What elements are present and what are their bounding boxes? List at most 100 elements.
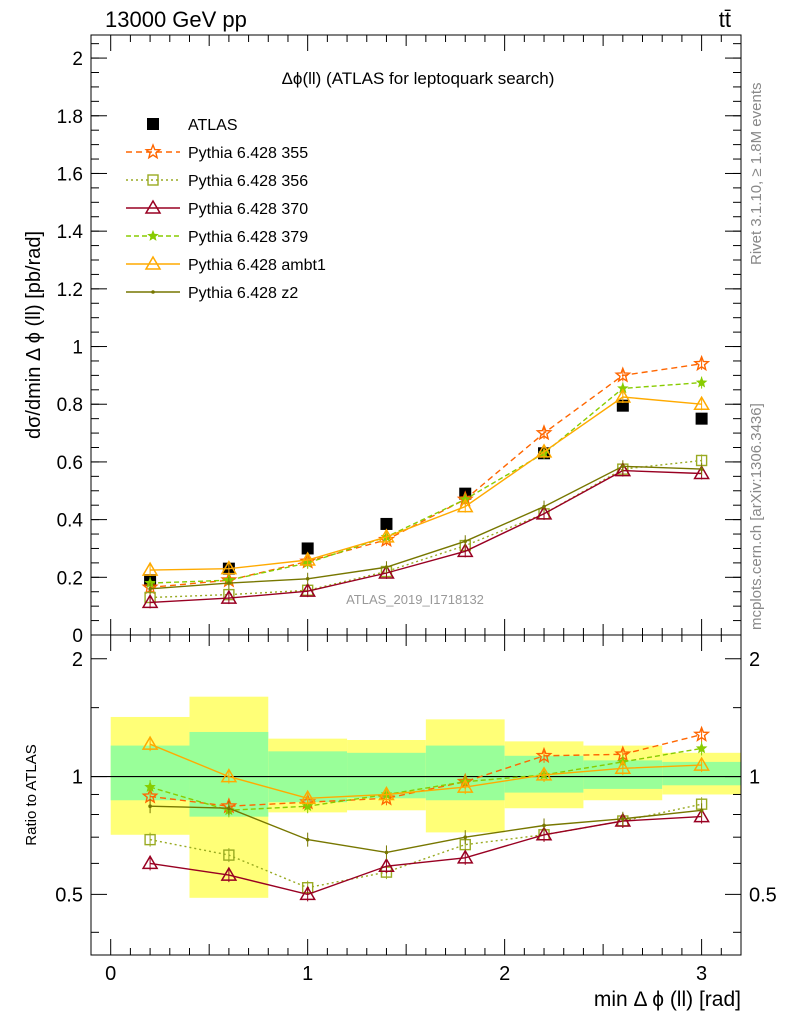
- ratio-point-pythia-6-428-370: [299, 885, 316, 901]
- ratio-point-pythia-6-428-z2: [621, 816, 625, 821]
- series-line-pythia-6-428-ambt1: [150, 396, 702, 571]
- ratio-y-axis-label: Ratio to ATLAS: [23, 744, 40, 845]
- data-point-pythia-6-428-z2: [384, 565, 389, 570]
- data-point-pythia-6-428-370: [299, 582, 316, 597]
- ratio-point-pythia-6-428-ambt1: [535, 766, 553, 781]
- ratio-point-pythia-6-428-ambt1: [299, 789, 316, 805]
- uncertainty-band-inner: [662, 761, 741, 786]
- ratio-point-pythia-6-428-z2: [305, 837, 310, 842]
- ratio-point-pythia-6-428-z2: [463, 835, 468, 839]
- ratio-line-pythia-6-428-379: [149, 747, 702, 812]
- series-line-pythia-6-428-379: [150, 381, 702, 584]
- data-point-pythia-6-428-355: [693, 354, 711, 372]
- series-line-pythia-6-428-370: [150, 469, 702, 604]
- ratio-line-pythia-6-428-355: [150, 733, 702, 807]
- ratio-point-pythia-6-428-ambt1: [220, 768, 238, 783]
- y-tick-label: 0.6: [57, 453, 83, 474]
- y-tick-label: 1: [749, 767, 760, 789]
- data-point-pythia-6-428-370: [693, 464, 710, 480]
- data-point-pythia-6-428-z2: [621, 464, 625, 469]
- watermark: ATLAS_2019_I1718132: [346, 592, 484, 607]
- legend-marker-pythia-6-428-355: [144, 143, 162, 160]
- ratio-line-pythia-6-428-z2: [150, 805, 702, 854]
- legend-label: Pythia 6.428 355: [188, 145, 308, 162]
- data-point-pythia-6-428-ambt1: [220, 560, 238, 575]
- ratio-point-pythia-6-428-370: [614, 812, 632, 827]
- rivet-label: Rivet 3.1.10, ≥ 1.8M events: [748, 83, 765, 266]
- ratio-point-pythia-6-428-ambt1: [141, 735, 159, 750]
- y-tick-label: 1.8: [57, 107, 83, 128]
- data-point-pythia-6-428-370: [141, 593, 159, 609]
- legend-marker-pythia-6-428-379: [147, 229, 159, 241]
- ratio-point-pythia-6-428-370: [535, 826, 553, 841]
- ratio-point-pythia-6-428-370: [693, 808, 710, 823]
- data-point-pythia-6-428-z2: [305, 576, 310, 581]
- main-y-axis-label: dσ/dmin Δ ϕ (ll) [pb/rad]: [23, 231, 45, 439]
- series-line-pythia-6-428-356: [150, 459, 702, 599]
- energy-label: 13000 GeV pp: [105, 7, 247, 32]
- x-tick-label: 2: [499, 963, 510, 985]
- legend-marker-pythia-6-428-ambt1: [144, 255, 162, 270]
- ratio-point-pythia-6-428-370: [456, 849, 474, 864]
- legend-label: ATLAS: [188, 117, 238, 134]
- ratio-line-pythia-6-428-370: [149, 815, 702, 896]
- y-tick-label: 0.8: [57, 395, 83, 416]
- data-point-pythia-6-428-379: [695, 376, 708, 388]
- ratio-frame: [90, 634, 742, 956]
- y-tick-label: 2: [749, 649, 760, 671]
- legend-label: Pythia 6.428 z2: [188, 285, 298, 302]
- legend-label: Pythia 6.428 ambt1: [188, 257, 326, 274]
- main-panel: 0 0.2 0.4 0.6 0.8 1 1.2 1.4 1.6 1.8 2 Δϕ(ll) (ATLA…: [23, 34, 742, 647]
- data-point-atlas: [380, 517, 393, 530]
- ratio-line-pythia-6-428-ambt1: [149, 743, 702, 800]
- ratio-point-pythia-6-428-379: [144, 781, 156, 792]
- data-point-pythia-6-428-ambt1: [378, 528, 395, 543]
- data-point-pythia-6-428-370: [535, 505, 553, 520]
- ratio-point-pythia-6-428-ambt1: [378, 785, 395, 801]
- y-tick-label: 0.5: [55, 884, 83, 906]
- ratio-point-pythia-6-428-370: [378, 857, 395, 872]
- y-tick-label: 1: [72, 767, 83, 789]
- ratio-point-pythia-6-428-355: [692, 725, 711, 742]
- data-point-pythia-6-428-ambt1: [535, 443, 553, 458]
- ratio-point-pythia-6-428-356: [144, 833, 156, 846]
- x-tick-label: 0: [105, 963, 116, 985]
- y-tick-label: 1.4: [57, 222, 84, 243]
- data-point-pythia-6-428-ambt1: [299, 551, 316, 566]
- y-tick-label: 1.6: [57, 164, 83, 185]
- ratio-point-pythia-6-428-370: [141, 854, 159, 870]
- ratio-point-pythia-6-428-ambt1: [614, 759, 632, 775]
- data-point-pythia-6-428-z2: [463, 539, 468, 544]
- legend-label: Pythia 6.428 370: [188, 201, 308, 218]
- y-tick-label: 2: [72, 49, 83, 70]
- data-point-pythia-6-428-370: [614, 462, 632, 477]
- data-point-pythia-6-428-370: [456, 542, 474, 558]
- y-tick-label: 1.2: [57, 280, 83, 301]
- ratio-panel: 0.5 0.5 1 1 2 2 0 1 2 3 Ratio to ATLAS min Δ ϕ (l…: [23, 634, 777, 1011]
- data-point-pythia-6-428-z2: [227, 581, 231, 585]
- mcplots-label: mcplots.cern.ch [arXiv:1306.3436]: [748, 403, 765, 630]
- ratio-point-pythia-6-428-z2: [542, 823, 546, 828]
- data-point-pythia-6-428-370: [378, 564, 395, 579]
- y-tick-label: 0.5: [749, 884, 777, 906]
- legend-label: Pythia 6.428 379: [188, 229, 308, 246]
- y-tick-label: 0.2: [57, 568, 83, 589]
- data-point-pythia-6-428-355: [614, 366, 632, 383]
- data-point-pythia-6-428-ambt1: [614, 388, 632, 403]
- ratio-point-pythia-6-428-ambt1: [693, 756, 710, 771]
- data-point-pythia-6-428-z2: [699, 467, 704, 471]
- ratio-point-pythia-6-428-z2: [699, 808, 704, 813]
- legend-marker-pythia-6-428-356: [147, 174, 159, 186]
- series-line-pythia-6-428-z2: [150, 465, 702, 590]
- y-tick-label: 2: [72, 649, 83, 671]
- data-point-pythia-6-428-ambt1: [693, 395, 710, 410]
- y-tick-label: 0: [72, 626, 83, 647]
- data-point-pythia-6-428-z2: [542, 504, 546, 509]
- data-point-atlas: [301, 542, 314, 555]
- process-label: tt̄: [719, 7, 731, 32]
- ratio-point-pythia-6-428-355: [535, 746, 553, 764]
- ratio-point-pythia-6-428-z2: [384, 850, 389, 855]
- ratio-point-pythia-6-428-z2: [148, 804, 152, 809]
- legend-marker-pythia-6-428-370: [144, 199, 162, 214]
